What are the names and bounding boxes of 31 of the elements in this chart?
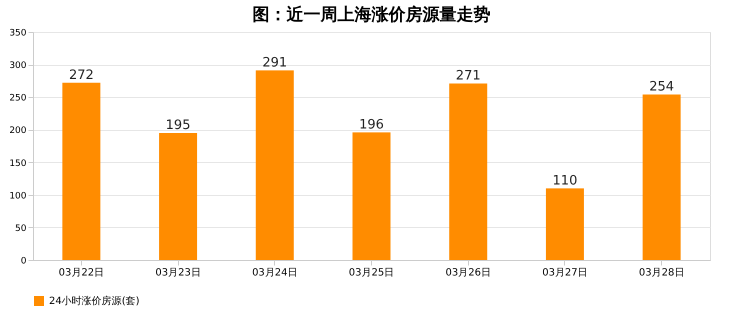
data-label: 291 (262, 55, 288, 70)
x-tick-label: 03月24日 (252, 268, 298, 278)
y-tick-label: 250 (9, 94, 27, 104)
legend-label: 24小时涨价房源(套) (49, 295, 140, 307)
data-label: 272 (68, 68, 94, 83)
bar (546, 188, 584, 260)
bar (256, 70, 294, 260)
x-tick-label: 03月25日 (348, 268, 394, 278)
bar (159, 132, 198, 260)
data-label: 110 (552, 173, 578, 188)
y-tick-label: 350 (9, 28, 27, 38)
y-tick-label: 0 (20, 256, 27, 266)
x-tick-label: 03月23日 (155, 268, 201, 278)
y-tick-label: 200 (9, 126, 27, 136)
x-tick-label: 03月22日 (58, 268, 104, 278)
x-tick-label: 03月27日 (542, 268, 588, 278)
bar (62, 82, 100, 260)
x-tick-label: 03月28日 (638, 268, 684, 278)
data-label: 196 (359, 117, 384, 132)
bar (449, 83, 488, 260)
y-tick-label: 150 (9, 158, 27, 169)
data-label: 254 (649, 80, 674, 95)
y-tick-label: 100 (9, 191, 27, 202)
x-tick-label: 03月26日 (445, 268, 491, 278)
chart-title: 图：近一周上海涨价房源量走势 (252, 5, 490, 25)
y-tick-label: 300 (9, 61, 27, 72)
bar (642, 94, 681, 260)
data-label: 195 (166, 118, 190, 133)
bar (352, 132, 390, 260)
y-tick-label: 50 (15, 224, 27, 234)
data-label: 271 (456, 68, 481, 84)
